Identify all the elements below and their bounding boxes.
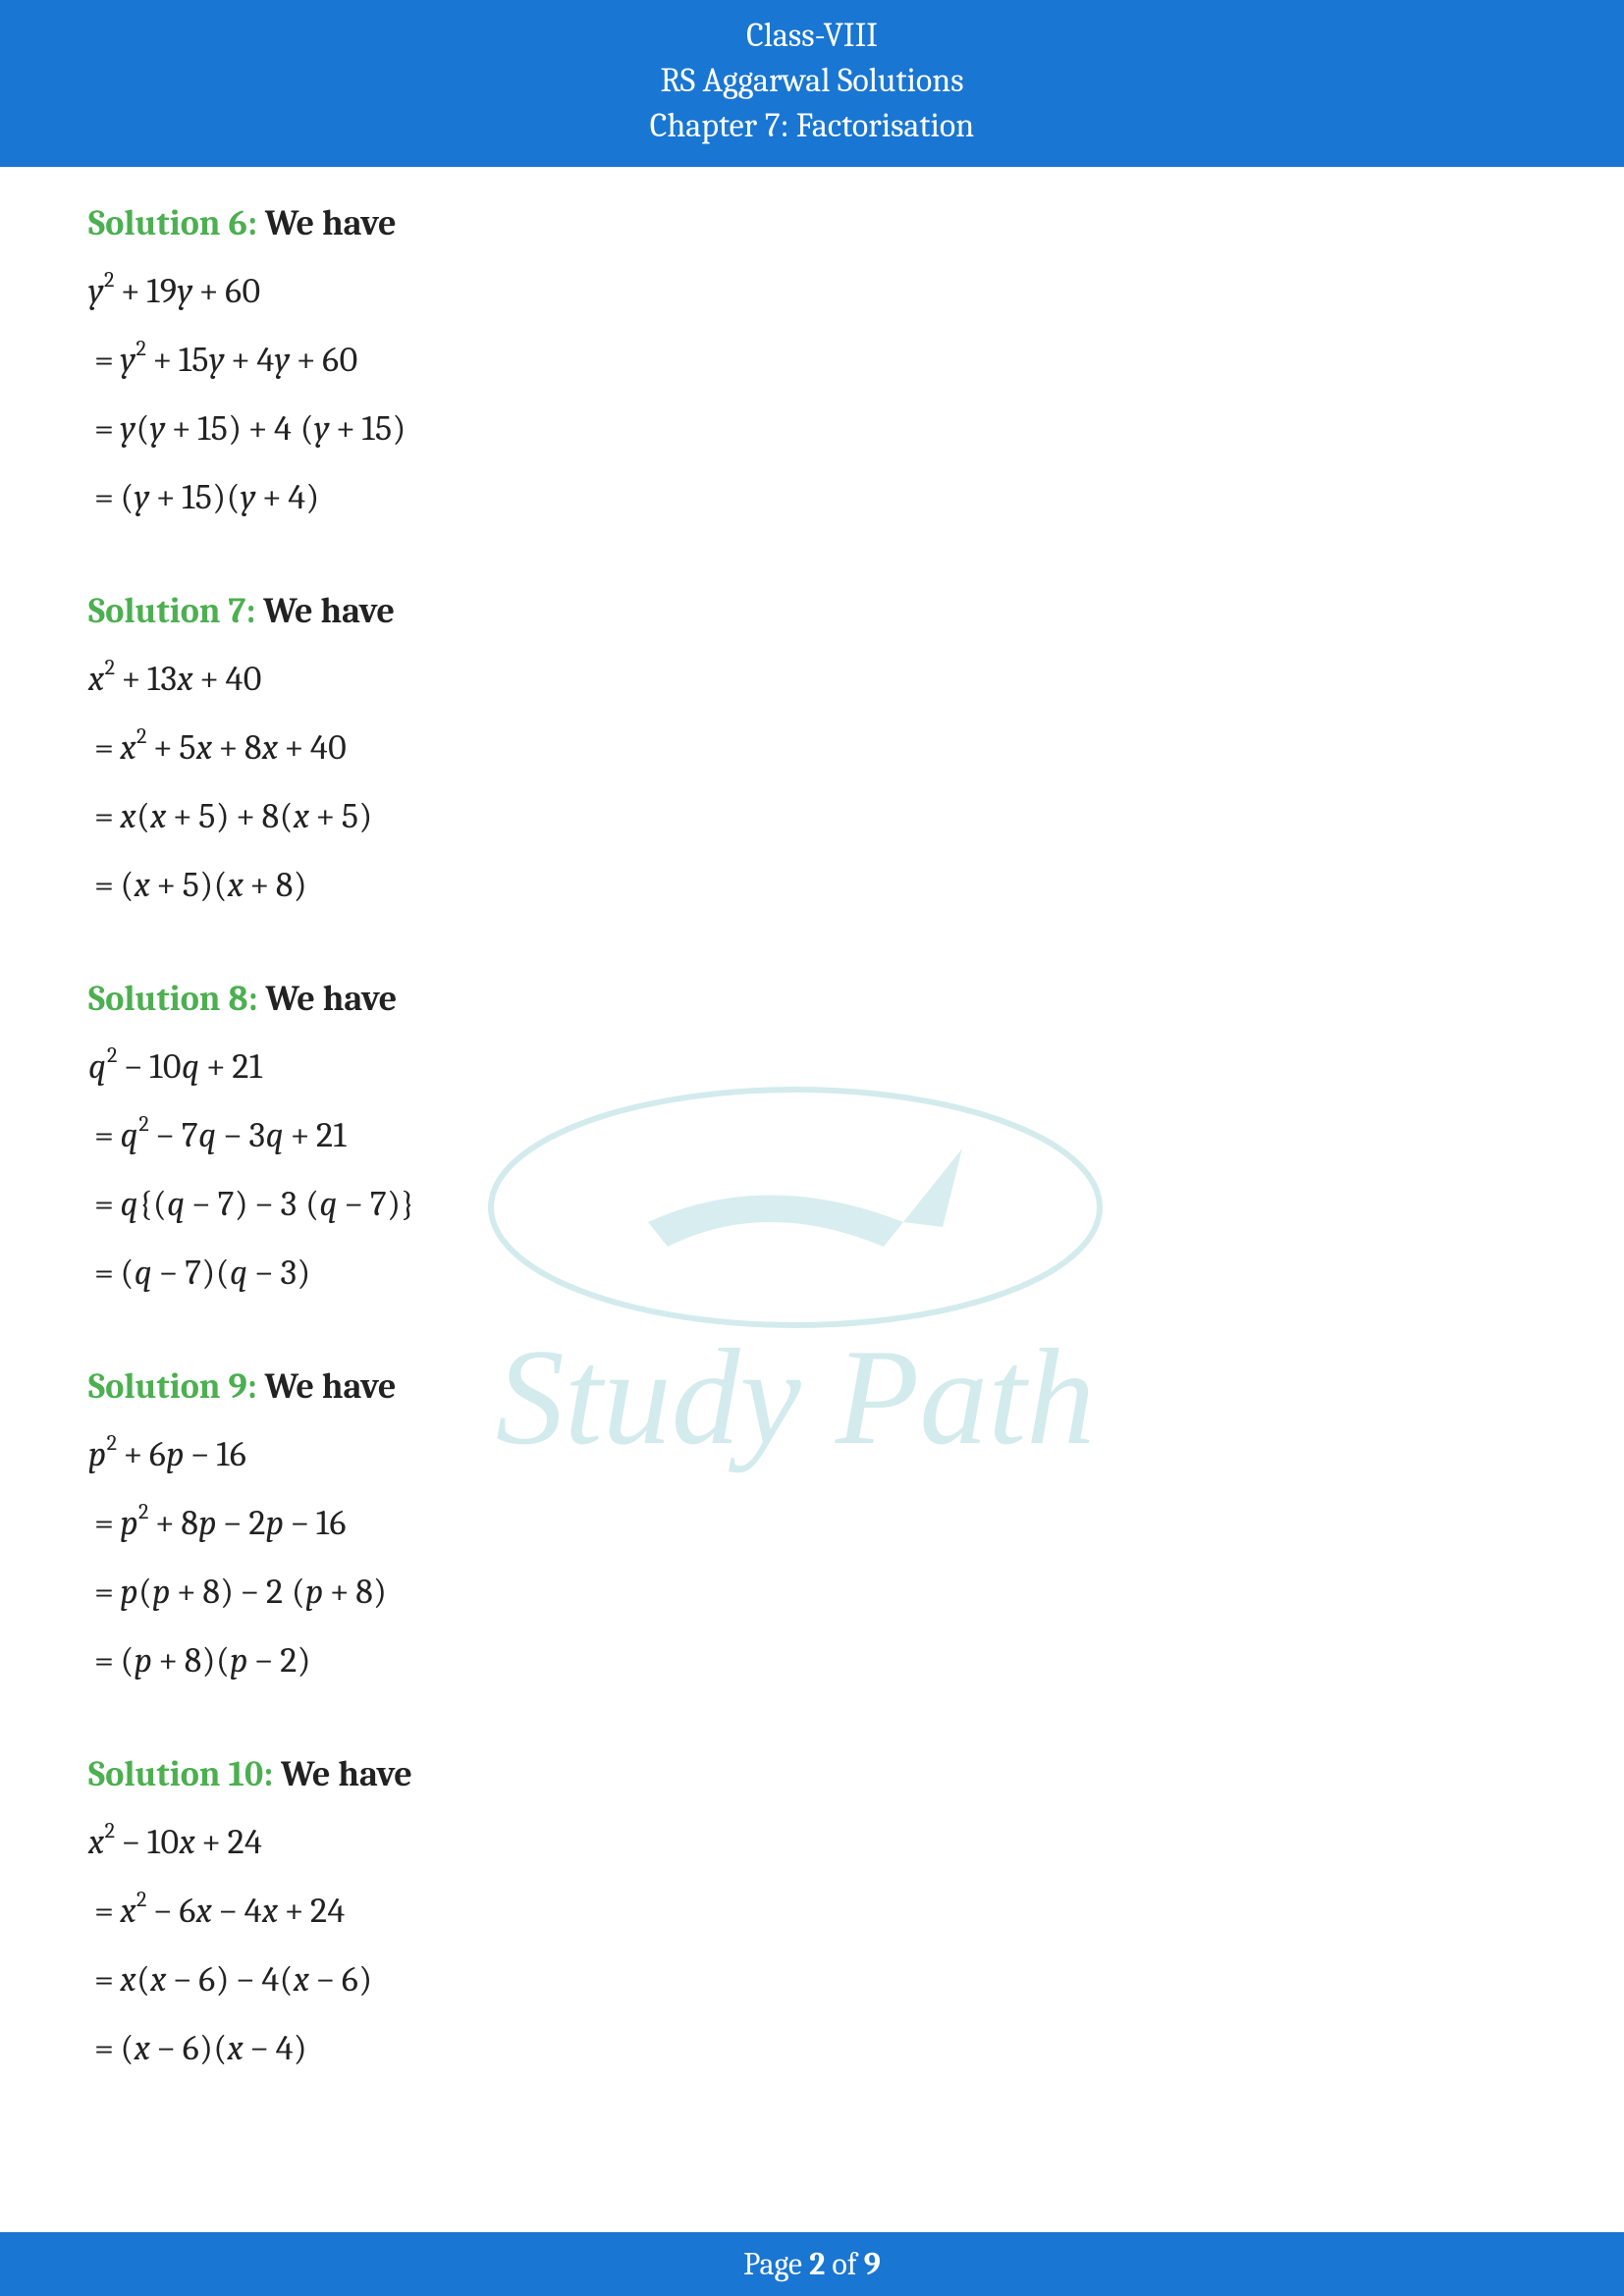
solution-header: Solution 6: We have <box>88 196 1536 251</box>
solution-9: Solution 9: We have p2+6p−16 =p2+8p−2p−1… <box>88 1360 1536 1688</box>
math-line: =y2+15y+4y+60 <box>88 333 1536 388</box>
solution-8: Solution 8: We have q2−10q+21 =q2−7q−3q+… <box>88 972 1536 1301</box>
page-footer: Page 2 of 9 <box>0 2232 1624 2296</box>
math-line: =(y+15)(y+4) <box>88 470 1536 525</box>
solution-label: Solution 8: <box>88 979 258 1019</box>
solution-label: Solution 6: <box>88 203 257 243</box>
math-line: =x(x−6)−4(x−6) <box>88 1952 1536 2007</box>
footer-prefix: Page <box>743 2246 809 2282</box>
math-line: x2+13x+40 <box>88 652 1536 707</box>
math-line: =x2+5x+8x+40 <box>88 721 1536 775</box>
math-line: q2−10q+21 <box>88 1040 1536 1095</box>
footer-current-page: 2 <box>809 2246 825 2282</box>
solution-label: Solution 7: <box>88 591 255 631</box>
math-line: =p(p+8)−2 (p+8) <box>88 1565 1536 1620</box>
math-line: =y(y+15)+4 (y+15) <box>88 401 1536 456</box>
math-line: =p2+8p−2p−16 <box>88 1496 1536 1551</box>
page-content: Solution 6: We have y2+19y+60 =y2+15y+4y… <box>0 167 1624 2076</box>
solution-intro: We have <box>273 1754 412 1794</box>
math-line: =(p+8)(p−2) <box>88 1633 1536 1688</box>
math-line: =(x−6)(x−4) <box>88 2021 1536 2076</box>
solution-6: Solution 6: We have y2+19y+60 =y2+15y+4y… <box>88 196 1536 525</box>
footer-mid: of <box>825 2246 863 2282</box>
math-line: =x2−6x−4x+24 <box>88 1884 1536 1939</box>
header-book-line: RS Aggarwal Solutions <box>0 59 1624 104</box>
math-line: =q{(q−7)−3 (q−7)} <box>88 1177 1536 1232</box>
math-line: =(x+5)(x+8) <box>88 858 1536 913</box>
solution-header: Solution 9: We have <box>88 1360 1536 1415</box>
solution-header: Solution 7: We have <box>88 584 1536 639</box>
solution-label: Solution 9: <box>88 1366 257 1407</box>
header-class-line: Class-VIII <box>0 14 1624 59</box>
math-line: =x(x+5)+8(x+5) <box>88 789 1536 844</box>
solution-intro: We have <box>258 979 398 1019</box>
solution-header: Solution 8: We have <box>88 972 1536 1027</box>
math-line: =(q−7)(q−3) <box>88 1246 1536 1301</box>
math-line: =q2−7q−3q+21 <box>88 1108 1536 1163</box>
page-header: Class-VIII RS Aggarwal Solutions Chapter… <box>0 0 1624 167</box>
solution-intro: We have <box>257 203 397 243</box>
header-chapter-line: Chapter 7: Factorisation <box>0 104 1624 149</box>
footer-total-pages: 9 <box>864 2246 881 2282</box>
solution-7: Solution 7: We have x2+13x+40 =x2+5x+8x+… <box>88 584 1536 913</box>
math-line: x2−10x+24 <box>88 1815 1536 1870</box>
solution-label: Solution 10: <box>88 1754 273 1794</box>
math-line: p2+6p−16 <box>88 1427 1536 1482</box>
math-line: y2+19y+60 <box>88 264 1536 319</box>
solution-header: Solution 10: We have <box>88 1747 1536 1802</box>
solution-intro: We have <box>255 591 395 631</box>
solution-intro: We have <box>257 1366 397 1407</box>
solution-10: Solution 10: We have x2−10x+24 =x2−6x−4x… <box>88 1747 1536 2076</box>
